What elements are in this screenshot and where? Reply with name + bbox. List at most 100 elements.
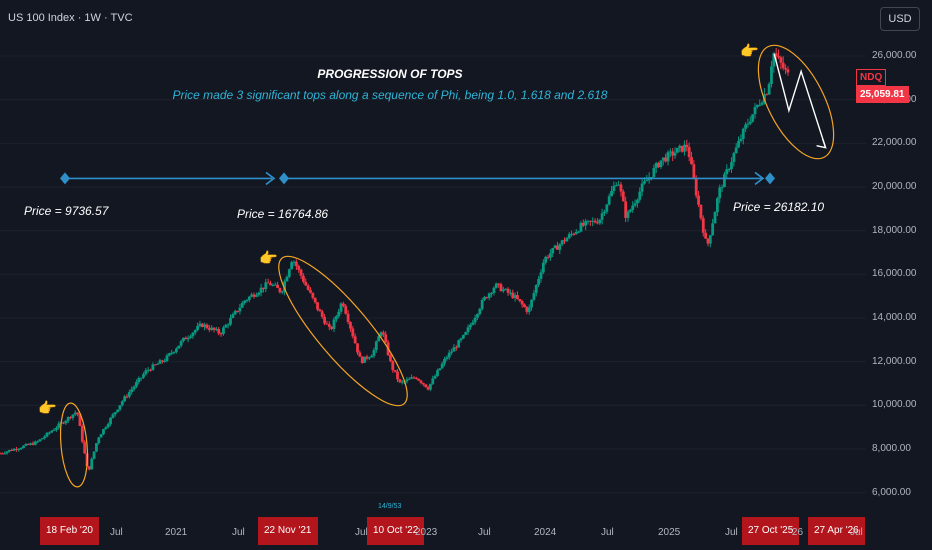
- candle-body: [457, 340, 461, 348]
- candle-body: [50, 430, 54, 433]
- candle-body: [266, 282, 270, 284]
- candle-body: [217, 329, 221, 334]
- candle-body: [334, 316, 338, 320]
- x-highlight-label: 27 Oct '25: [742, 517, 800, 545]
- candle-body: [485, 297, 489, 299]
- candle-body: [631, 205, 635, 210]
- candle-body: [626, 211, 630, 218]
- y-tick-label: 18,000.00: [872, 224, 917, 236]
- candle-body: [165, 355, 169, 361]
- candle-body: [243, 300, 247, 303]
- candle-body: [257, 292, 261, 296]
- candle-body: [142, 374, 145, 378]
- candle-body: [90, 458, 94, 470]
- candle-body: [193, 330, 197, 333]
- candle-body: [184, 337, 188, 340]
- candle-body: [111, 414, 115, 418]
- candle-body: [673, 152, 677, 156]
- candle-body: [292, 261, 296, 263]
- candle-body: [198, 323, 202, 326]
- candle-body: [699, 204, 703, 219]
- candle-body: [584, 221, 588, 226]
- candle-body: [247, 296, 251, 300]
- candle-body: [643, 181, 646, 184]
- candle-body: [532, 293, 536, 300]
- candle-body: [508, 292, 512, 294]
- candle-body: [518, 299, 522, 302]
- candle-body: [342, 303, 345, 306]
- candle-body: [170, 352, 174, 354]
- candle-body: [694, 178, 698, 196]
- candle-body: [730, 162, 733, 170]
- candle-body: [687, 147, 691, 158]
- candle-body: [57, 423, 61, 428]
- currency-button[interactable]: USD: [880, 7, 920, 31]
- candle-body: [760, 102, 764, 105]
- candle-body: [770, 66, 773, 85]
- candle-body: [236, 310, 239, 312]
- candle-body: [436, 370, 439, 377]
- candle-body: [746, 123, 750, 125]
- y-tick-label: 12,000.00: [872, 355, 917, 367]
- candle-body: [614, 185, 618, 187]
- fib-marker-diamond: [765, 172, 775, 185]
- candle-body: [254, 295, 258, 297]
- candle-body: [137, 378, 141, 383]
- candle-body: [570, 233, 573, 235]
- candle-body: [381, 332, 385, 335]
- last-price-value: 25,059.81: [856, 85, 909, 103]
- candle-body: [668, 151, 672, 153]
- candle-body: [610, 190, 613, 197]
- x-tick-label: Jul: [601, 527, 614, 538]
- candle-body: [469, 324, 472, 328]
- candle-body: [271, 284, 275, 286]
- candle-body: [374, 341, 378, 350]
- candle-body: [135, 382, 138, 387]
- candle-body: [191, 332, 195, 337]
- fib-arrow-head-2: [754, 171, 765, 186]
- y-tick-label: 22,000.00: [872, 137, 917, 149]
- candle-body: [309, 289, 312, 293]
- pointing-hand-icon: 👉: [259, 250, 278, 267]
- candle-body: [356, 343, 359, 353]
- candle-body: [262, 287, 265, 290]
- candle-body: [506, 288, 510, 293]
- candle-body: [779, 57, 783, 63]
- candle-body: [666, 152, 670, 162]
- candle-body: [753, 106, 757, 115]
- candle-body: [591, 220, 595, 222]
- candle-body: [311, 292, 315, 298]
- candle-body: [513, 295, 517, 298]
- candle-body: [424, 384, 428, 388]
- candle-body: [92, 451, 96, 459]
- candle-body: [167, 353, 171, 356]
- candle-body: [398, 379, 402, 383]
- candle-body: [593, 220, 597, 223]
- candle-body: [727, 169, 731, 171]
- candle-body: [344, 305, 348, 314]
- symbol-tag: NDQ: [856, 68, 887, 86]
- candle-body: [652, 167, 656, 177]
- candle-body: [464, 332, 468, 335]
- candle-body: [240, 302, 244, 308]
- candle-body: [492, 287, 496, 293]
- candle-body: [551, 248, 555, 254]
- candle-body: [516, 295, 519, 300]
- candle-body: [320, 311, 324, 317]
- x-tick-label: Jul: [355, 527, 368, 538]
- candle-body: [546, 256, 550, 258]
- candle-body: [214, 329, 218, 331]
- candle-body: [250, 294, 254, 297]
- candle-body: [588, 220, 592, 222]
- candle-body: [494, 283, 498, 288]
- candle-body: [339, 303, 343, 312]
- pointing-hand-icon: 👉: [38, 400, 57, 417]
- candle-body: [466, 327, 470, 333]
- small-note: 14/9/53: [378, 503, 402, 510]
- candle-body: [365, 356, 369, 359]
- candle-body: [758, 104, 762, 106]
- candle-body: [640, 183, 644, 192]
- x-tick-label: Jul: [850, 527, 863, 538]
- candle-body: [596, 222, 599, 224]
